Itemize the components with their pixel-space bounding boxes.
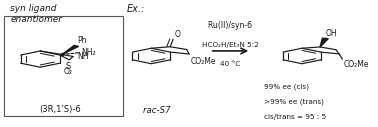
Text: CO₂Me: CO₂Me	[191, 57, 217, 66]
Text: syn ligand
enantiomer: syn ligand enantiomer	[10, 4, 62, 24]
Text: Ph: Ph	[77, 36, 87, 45]
Text: Ex.:: Ex.:	[127, 4, 145, 14]
Polygon shape	[62, 45, 79, 54]
Text: >99% ee (trans): >99% ee (trans)	[263, 98, 324, 105]
Text: NH₂: NH₂	[81, 48, 96, 57]
Text: HCO₂H/Et₃N 5:2: HCO₂H/Et₃N 5:2	[202, 42, 259, 48]
Text: O₂: O₂	[64, 67, 73, 76]
Text: cis/trans = 95 : 5: cis/trans = 95 : 5	[263, 114, 326, 120]
Text: 99% ee (cis): 99% ee (cis)	[263, 83, 308, 90]
Text: O: O	[174, 30, 180, 39]
Text: OH: OH	[326, 29, 338, 38]
Text: 40 °C: 40 °C	[220, 60, 240, 67]
Text: NH: NH	[77, 52, 88, 61]
Text: (3R,1’S)-6: (3R,1’S)-6	[39, 105, 81, 114]
Text: rac-​S7: rac-​S7	[143, 106, 171, 115]
Text: CO₂Me: CO₂Me	[344, 60, 369, 69]
Polygon shape	[320, 38, 328, 47]
Text: S: S	[66, 62, 71, 71]
Text: Ru(II)/syn-​6: Ru(II)/syn-​6	[208, 21, 253, 30]
Bar	[5, 16, 123, 116]
